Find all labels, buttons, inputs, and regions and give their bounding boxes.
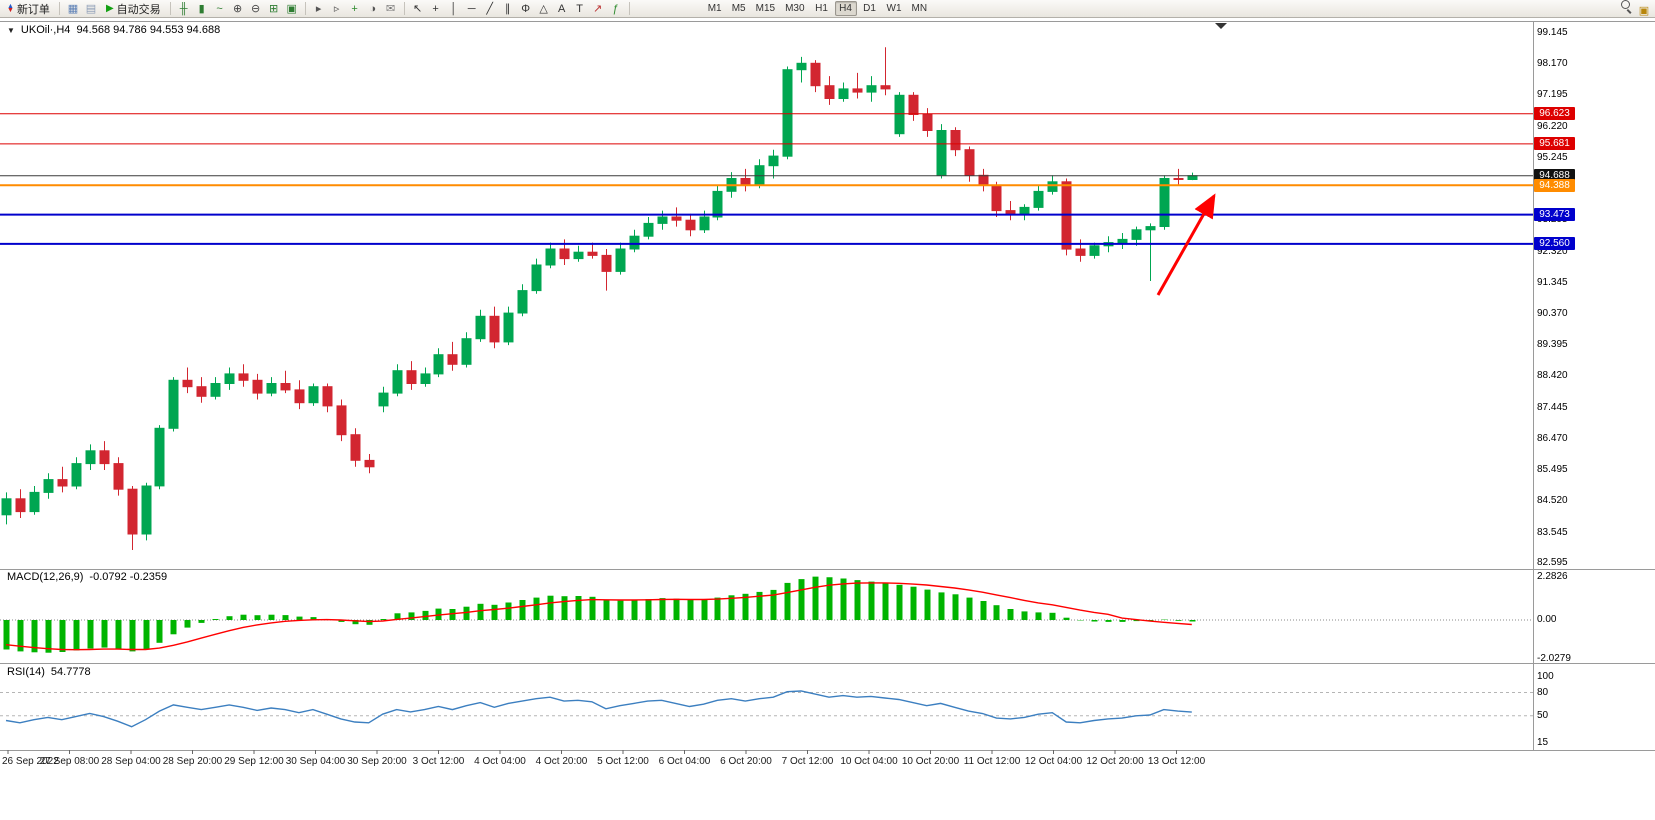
chart-title: ▼ UKOil·,H4 94.568 94.786 94.553 94.688 [7,24,220,36]
main-toolbar: ▲ ▼ 新订单 ▦ ▤ ▶ 自动交易 ╫ ▮ ~ ⊕ ⊖ ⊞ ▣ ▸ ▹ + ◑ ✉ ↖ + │ ─ ╱ ∥ Φ △ A… [0,0,1655,18]
crosshair-icon[interactable]: + [432,2,439,15]
chart-shift-icon[interactable]: ▹ [333,2,340,15]
new-order-label: 新订单 [16,3,50,16]
panel-borders [0,21,1655,751]
chart-window-icon[interactable]: ▦ [67,2,79,15]
timeframe-h1-button[interactable]: H1 [815,3,828,14]
search-icon[interactable] [1617,0,1635,14]
panels-icon[interactable]: ▣ [1638,5,1650,17]
toolbar-separator [169,2,171,15]
chart-svg[interactable] [0,18,1655,820]
label-icon[interactable]: T [576,2,583,15]
arrows-icon[interactable]: ↗ [593,2,603,15]
macd-values: -0.0792 -0.2359 [89,571,168,583]
vertical-line-icon[interactable]: │ [450,2,458,15]
autotrading-button[interactable]: ▶ 自动交易 [101,1,166,17]
zoom-in-icon[interactable]: ⊕ [233,2,243,15]
rsi-line [5,690,1192,728]
trend-arrow-annotation [1156,193,1216,296]
macd-indicator-label: MACD(12,26,9) -0.0792 -0.2359 [7,571,167,583]
indicators-icon[interactable]: ƒ [612,2,619,15]
timeframe-m30-button[interactable]: M30 [785,3,805,14]
text-icon[interactable]: A [557,2,566,15]
timeframe-mn-button[interactable]: MN [911,3,928,14]
timeframe-h4-button[interactable]: H4 [834,1,857,16]
macd-signal-line [5,582,1192,651]
tool-icons-group: ▸ ▹ + ◑ ✉ [310,1,400,17]
bar-chart-icon[interactable]: ╫ [179,2,188,15]
right-icons-group: ▣ [1617,0,1653,19]
toolbar-separator [628,2,630,15]
chart-ohlc-values: 94.568 94.786 94.553 94.688 [76,24,221,36]
channel-icon[interactable]: ∥ [504,2,511,15]
autoscroll-icon[interactable]: ▸ [315,2,322,15]
autotrading-label: 自动交易 [116,3,161,16]
timeframe-toolbar: M1 M5 M15 M30 H1 H4 D1 W1 MN [704,1,931,16]
object-icons-group: ↖ + │ ─ ╱ ∥ Φ △ A T ↗ ƒ [409,1,625,17]
tile-windows-icon[interactable]: ▣ [286,2,297,15]
horizontal-line-icon[interactable]: ─ [467,2,476,15]
grid-icon[interactable]: ⊞ [269,2,279,15]
toolbar-separator [58,2,60,15]
chart-canvas[interactable]: ▼ UKOil·,H4 94.568 94.786 94.553 94.688 … [0,18,1655,820]
toolbar-separator [304,2,306,15]
toolbar-separator [403,2,405,15]
autotrading-play-icon: ▶ [105,3,114,14]
period-icon[interactable]: ◑ [369,2,376,15]
collapse-icon[interactable]: ▼ [7,25,15,35]
macd-name: MACD(12,26,9) [7,571,84,583]
mail-icon[interactable]: ✉ [386,2,396,15]
cursor-icon[interactable]: ↖ [413,2,423,15]
trendline-icon[interactable]: ╱ [486,2,493,15]
new-order-icon: ▲ ▼ [7,2,14,14]
zoom-out-icon[interactable]: ⊖ [251,2,261,15]
shapes-icon[interactable]: △ [539,2,548,15]
timeframe-d1-button[interactable]: D1 [863,3,876,14]
timeframe-w1-button[interactable]: W1 [886,3,902,14]
chart-shift-marker [1215,23,1227,29]
line-chart-icon[interactable]: ~ [216,2,223,15]
timeframe-m1-button[interactable]: M1 [707,3,722,14]
horizontal-levels [0,113,1533,245]
timeframe-m5-button[interactable]: M5 [731,3,746,14]
rsi-value: 54.7778 [50,666,91,678]
rsi-indicator-label: RSI(14) 54.7778 [7,666,91,678]
new-order-button[interactable]: ▲ ▼ 新订单 [2,1,55,17]
macd-histogram [3,576,1196,653]
candlestick-chart-icon[interactable]: ▮ [198,2,205,15]
profile-icon[interactable]: ▤ [85,2,97,15]
candlesticks [1,47,1198,550]
fibonacci-icon[interactable]: Φ [521,2,531,15]
rsi-name: RSI(14) [7,666,45,678]
chart-symbol-period: UKOil·,H4 [20,24,71,36]
new-chart-icon[interactable]: + [351,2,358,15]
window-icons-group: ▦ ▤ [64,1,100,17]
timeframe-m15-button[interactable]: M15 [755,3,776,14]
chart-icons-group: ╫ ▮ ~ ⊕ ⊖ ⊞ ▣ [175,1,301,17]
